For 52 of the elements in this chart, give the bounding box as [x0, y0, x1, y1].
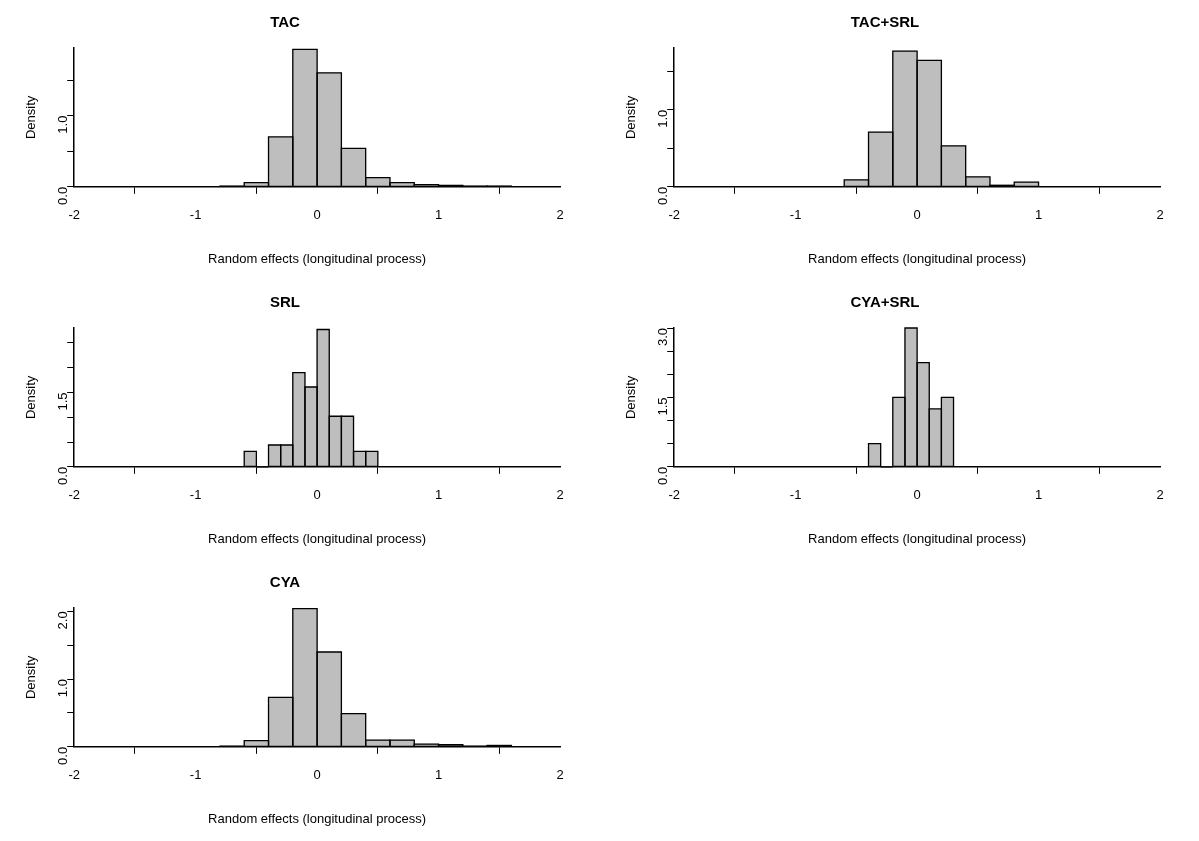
y-tick-label: 1.5 [654, 397, 670, 416]
x-axis-title: Random effects (longitudinal process) [808, 250, 1027, 266]
x-tick-label: 0 [913, 487, 921, 503]
x-tick-label: 0 [313, 487, 321, 503]
x-tick-label: 1 [434, 207, 443, 223]
chart-title: TAC+SRL [850, 13, 920, 31]
x-tick-label: -2 [668, 487, 680, 503]
y-axis-title: Density [23, 95, 39, 140]
y-tick-label: 1.0 [54, 679, 70, 698]
x-tick-label: 1 [434, 487, 443, 503]
y-tick-label: 1.0 [54, 115, 70, 134]
y-axis-title: Density [23, 655, 39, 700]
x-tick-label: 2 [556, 487, 564, 503]
x-tick-label: -1 [789, 207, 802, 223]
chart-title: SRL [270, 293, 300, 311]
x-axis-title: Random effects (longitudinal process) [808, 530, 1027, 546]
x-tick-label: -2 [68, 487, 80, 503]
y-tick-label: 0.0 [54, 466, 70, 485]
y-tick-label: 2.0 [54, 611, 70, 630]
chart-title: CYA+SRL [850, 293, 920, 311]
y-tick-label: 1.0 [654, 109, 670, 128]
x-tick-label: -1 [189, 767, 202, 783]
x-tick-label: -1 [189, 487, 202, 503]
y-axis-title: Density [23, 375, 39, 420]
y-tick-label: 0.0 [654, 186, 670, 205]
x-tick-label: 0 [913, 207, 921, 223]
x-tick-label: 1 [434, 767, 443, 783]
y-axis-title: Density [623, 95, 639, 140]
x-tick-label: -2 [68, 767, 80, 783]
x-axis-title: Random effects (longitudinal process) [208, 530, 427, 546]
x-axis-title: Random effects (longitudinal process) [208, 810, 427, 826]
x-tick-label: 2 [1156, 487, 1164, 503]
x-tick-label: -2 [668, 207, 680, 223]
x-tick-label: 2 [1156, 207, 1164, 223]
y-tick-label: 0.0 [654, 466, 670, 485]
x-tick-label: 2 [556, 207, 564, 223]
x-tick-label: 0 [313, 207, 321, 223]
chart-title: CYA [269, 573, 301, 591]
y-axis-title: Density [623, 375, 639, 420]
x-axis-title: Random effects (longitudinal process) [208, 250, 427, 266]
y-tick-label: 3.0 [654, 328, 670, 347]
x-tick-label: -2 [68, 207, 80, 223]
x-tick-label: 2 [556, 767, 564, 783]
x-tick-label: -1 [189, 207, 202, 223]
y-tick-label: 0.0 [54, 186, 70, 205]
y-tick-label: 1.5 [54, 392, 70, 411]
x-tick-label: 1 [1034, 487, 1043, 503]
chart-title: TAC [270, 13, 301, 31]
y-tick-label: 0.0 [54, 746, 70, 765]
x-tick-label: 0 [313, 767, 321, 783]
x-tick-label: 1 [1034, 207, 1043, 223]
x-tick-label: -1 [789, 487, 802, 503]
